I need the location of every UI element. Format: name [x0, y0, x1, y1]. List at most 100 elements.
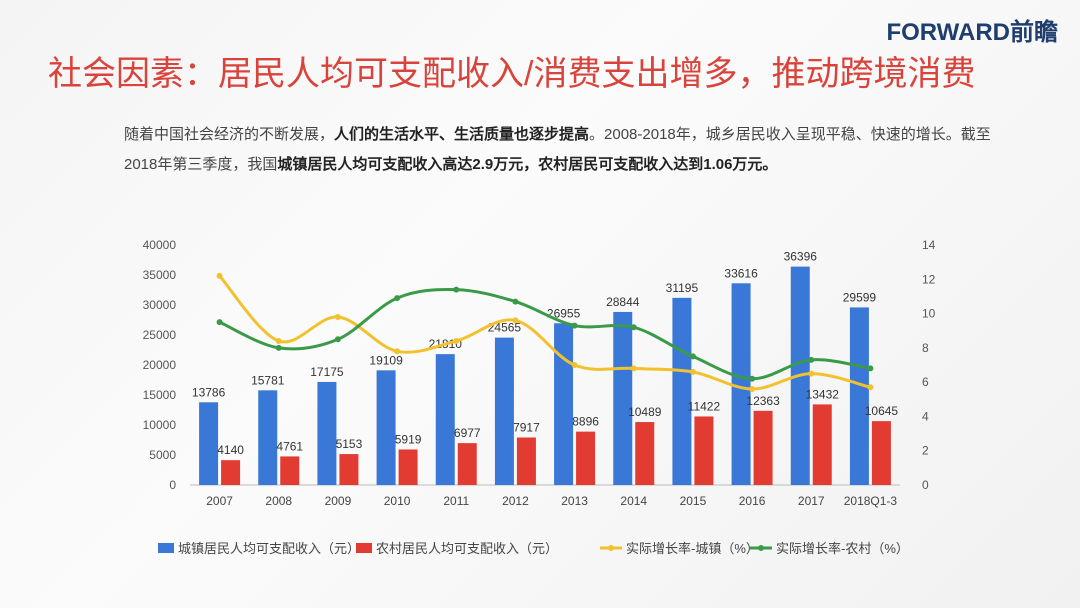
x-axis-tick: 2010 — [384, 494, 411, 508]
right-axis-tick: 2 — [922, 444, 929, 458]
x-axis-tick: 2011 — [443, 494, 469, 508]
legend-label: 实际增长率-农村（%） — [776, 541, 909, 556]
intro-text: 。2008-2018年，城乡居民收入呈现平稳、快速的增长。截至2018年第三季度… — [124, 126, 991, 173]
line-point — [808, 356, 815, 363]
right-axis-tick: 12 — [922, 272, 936, 286]
line-point — [749, 375, 756, 382]
bar-rural — [635, 422, 655, 485]
right-axis-tick: 8 — [922, 341, 929, 355]
bar-urban — [258, 390, 278, 485]
line-point — [275, 338, 282, 344]
bar-data-label: 13432 — [806, 387, 840, 401]
left-axis-tick: 25000 — [143, 328, 177, 342]
intro-bold: 城镇居民人均可支配收入高达2.9万元，农村居民可支配收入达到1.06万元。 — [277, 156, 778, 173]
left-axis-tick: 30000 — [143, 298, 177, 312]
bar-urban — [494, 337, 514, 485]
bar-rural — [871, 421, 891, 485]
bar-data-label: 11422 — [688, 399, 721, 413]
line-point — [334, 336, 341, 343]
line-point — [630, 365, 637, 372]
x-axis-tick: 2014 — [620, 494, 647, 508]
x-axis-tick: 2013 — [561, 494, 588, 508]
left-axis-tick: 20000 — [143, 358, 177, 372]
legend-swatch — [356, 543, 372, 553]
line-point — [867, 365, 874, 372]
bar-data-label: 31195 — [666, 281, 699, 295]
line-point — [216, 272, 223, 279]
legend-marker — [608, 545, 614, 551]
line-urban-growth — [218, 274, 871, 391]
bar-data-label: 33616 — [724, 266, 758, 280]
line-rural-growth — [218, 287, 871, 381]
x-axis-tick: 2008 — [265, 494, 292, 508]
bar-data-label: 8896 — [572, 415, 599, 429]
line-point — [630, 324, 637, 331]
legend-swatch — [158, 543, 174, 553]
x-axis-tick: 2012 — [502, 494, 529, 508]
line-point — [275, 344, 282, 351]
left-axis-tick: 5000 — [149, 448, 176, 462]
bar-data-label: 13786 — [192, 385, 226, 399]
bar-urban — [731, 283, 751, 485]
line-point — [689, 368, 696, 375]
bar-data-label: 4761 — [276, 439, 303, 453]
bar-urban — [849, 307, 869, 485]
line-point — [512, 317, 519, 324]
right-axis-tick: 4 — [922, 409, 929, 423]
bar-urban — [672, 297, 692, 485]
forward-logo: FORWARD前瞻 — [886, 19, 1058, 46]
legend-label: 城镇居民人均可支配收入（元） — [178, 541, 360, 556]
line-point — [334, 314, 341, 320]
bar-data-label: 28844 — [606, 295, 640, 309]
legend-label: 实际增长率-城镇（%） — [626, 541, 759, 556]
bar-data-label: 19109 — [369, 353, 403, 367]
line-point — [571, 322, 578, 329]
intro-bold: 人们的生活水平、生活质量也逐步提高 — [334, 126, 590, 143]
bar-urban — [554, 323, 574, 485]
x-axis-tick: 2009 — [325, 494, 352, 508]
line-point — [571, 362, 578, 368]
legend-label: 农村居民人均可支配收入（元） — [376, 541, 558, 556]
line-point — [453, 286, 460, 293]
line-point — [749, 386, 756, 392]
x-axis-tick: 2017 — [798, 494, 825, 508]
bar-rural — [694, 416, 714, 485]
left-axis-tick: 35000 — [143, 268, 177, 282]
line-point — [394, 295, 401, 302]
x-axis-tick: 2015 — [680, 494, 707, 508]
bar-data-label: 10645 — [865, 404, 899, 418]
bar-data-label: 10489 — [628, 405, 662, 419]
right-axis-tick: 10 — [922, 307, 936, 321]
intro-text: 随着中国社会经济的不断发展， — [124, 126, 335, 143]
page-title: 社会因素：居民人均可支配收入/消费支出增多，推动跨境消费 — [48, 55, 976, 93]
bar-data-label: 6977 — [454, 426, 481, 440]
bar-data-label: 12363 — [746, 394, 780, 408]
line-point — [808, 370, 815, 377]
right-axis-tick: 6 — [922, 375, 929, 389]
bar-rural — [457, 443, 477, 485]
bar-data-label: 15781 — [251, 373, 285, 387]
bar-data-label: 4140 — [217, 443, 244, 457]
left-axis-tick: 40000 — [143, 238, 177, 252]
bar-data-label: 26955 — [547, 306, 581, 320]
intro-paragraph: 随着中国社会经济的不断发展，人们的生活水平、生活质量也逐步提高。2008-201… — [124, 120, 1004, 180]
bar-urban — [317, 381, 337, 485]
bar-rural — [398, 449, 418, 485]
bar-rural — [280, 456, 300, 485]
bar-rural — [753, 410, 773, 485]
bar-rural — [339, 454, 359, 485]
line-point — [216, 319, 223, 326]
left-axis-tick: 15000 — [143, 388, 177, 402]
bar-rural — [576, 431, 596, 485]
x-axis-tick: 2018Q1-3 — [844, 494, 898, 508]
bar-rural — [516, 437, 536, 485]
bar-rural — [221, 460, 241, 485]
line-point — [394, 348, 401, 355]
bar-data-label: 7917 — [513, 420, 540, 434]
bar-urban — [613, 311, 633, 485]
bar-data-label: 29599 — [843, 290, 877, 304]
line-point — [453, 338, 460, 344]
right-axis-tick: 0 — [922, 478, 929, 492]
bar-urban — [199, 402, 219, 485]
